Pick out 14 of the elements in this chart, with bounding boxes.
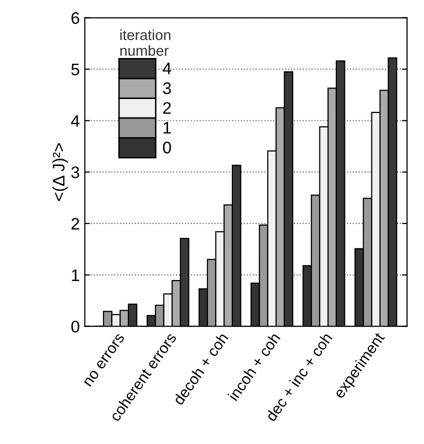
legend-label: 4 <box>162 62 172 74</box>
y-tick-label: 0 <box>71 320 80 333</box>
legend-title: iteration number <box>120 29 170 56</box>
legend-label: 3 <box>162 82 171 94</box>
y-tick-label: 1 <box>72 269 80 281</box>
y-tick-label: 3 <box>71 166 80 178</box>
legend-label: 0 <box>163 142 171 154</box>
legend-label: 2 <box>163 102 171 114</box>
y-axis-title: <(Δ J)²> <box>52 143 68 201</box>
y-tick-label: 2 <box>72 218 80 230</box>
y-tick-label: 5 <box>71 64 80 76</box>
y-tick-label: 4 <box>71 115 80 127</box>
y-tick-label: 6 <box>72 12 80 24</box>
legend-label: 1 <box>164 122 171 134</box>
